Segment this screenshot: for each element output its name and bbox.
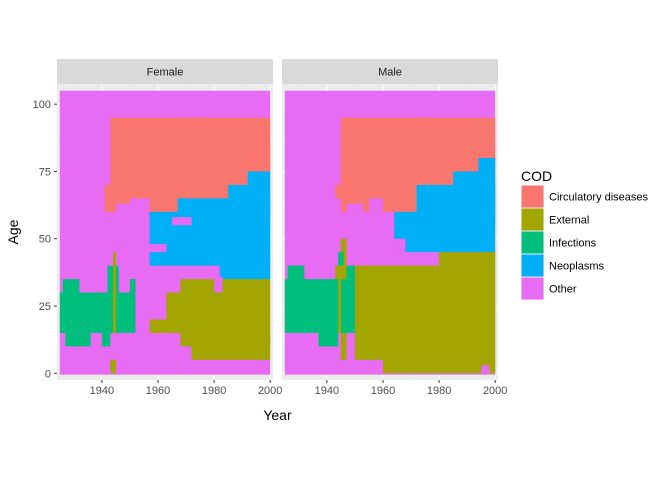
tile-region-neo <box>219 252 271 280</box>
x-tick-label: 1940 <box>90 385 114 397</box>
tile-region-ext <box>113 252 116 333</box>
tile-region-oth <box>368 198 383 212</box>
axes: 1940 1960 1980 2000 1940 1960 1980 2000 0 25 50 75 1… <box>5 99 507 423</box>
facet-strip <box>57 59 273 84</box>
tile-region-inf <box>101 332 111 347</box>
tile-region-oth <box>394 238 406 253</box>
x-tick-label: 2000 <box>258 385 282 397</box>
legend-label: External <box>549 215 589 227</box>
legend-title: COD <box>521 168 552 184</box>
tile-region-neo <box>247 171 271 185</box>
tile-region-oth <box>129 198 150 212</box>
tile-region-oth <box>172 217 192 226</box>
tile-region-oth <box>346 203 364 226</box>
tile-region-circ <box>335 184 344 199</box>
x-tick-label: 2000 <box>483 385 507 397</box>
legend-item-oth: Other <box>521 277 577 300</box>
tile-region-oth <box>149 244 167 253</box>
panel-female: Female <box>57 59 273 380</box>
tile-region-circ <box>413 117 434 132</box>
legend-item-ext: External <box>521 208 589 231</box>
tile-region-inf <box>338 252 344 266</box>
tile-region-ext <box>338 265 341 333</box>
tile-region-ext <box>382 359 496 374</box>
tile-region-inf <box>129 279 136 293</box>
y-tick-label: 75 <box>39 166 51 178</box>
tile-region-inf <box>284 279 355 333</box>
legend-label: Circulatory diseases <box>549 192 649 204</box>
y-tick-label: 100 <box>33 99 51 111</box>
x-tick-label: 1940 <box>315 385 339 397</box>
tile-region-circ <box>180 117 206 132</box>
tile-region-ext <box>110 359 116 374</box>
y-tick-label: 50 <box>39 234 51 246</box>
legend: COD Circulatory diseases External Infection… <box>521 168 649 300</box>
y-axis-title: Age <box>5 219 21 244</box>
legend-swatch <box>521 208 544 231</box>
tile-region-ext <box>236 332 271 347</box>
panels: Female Male <box>57 59 498 380</box>
tile-region-circ <box>143 131 164 145</box>
y-tick-label: 0 <box>45 368 51 380</box>
legend-label: Infections <box>549 238 597 250</box>
legend-label: Neoplasms <box>549 261 605 273</box>
x-tick-label: 1980 <box>427 385 451 397</box>
tile-region-ext <box>439 252 496 266</box>
tile-region-ext <box>489 252 496 374</box>
legend-swatch <box>521 254 544 277</box>
tile-region-inf <box>59 292 136 333</box>
legend-swatch <box>521 185 544 208</box>
tile-region-inf <box>346 265 355 280</box>
facet-strip-label: Male <box>378 67 402 79</box>
tile-region-inf <box>287 265 305 280</box>
tile-region-neo <box>478 158 496 172</box>
tile-region-circ <box>129 144 144 158</box>
tile-region-circ <box>104 184 116 212</box>
legend-item-neo: Neoplasms <box>521 254 605 277</box>
legend-item-circ: Circulatory diseases <box>521 185 649 208</box>
tile-region-circ <box>250 144 271 172</box>
tile-region-ext <box>354 265 496 360</box>
legend-label: Other <box>549 284 577 296</box>
legend-swatch <box>521 231 544 254</box>
y-tick-label: 25 <box>39 301 51 313</box>
legend-swatch <box>521 277 544 300</box>
x-tick-label: 1960 <box>146 385 170 397</box>
facet-strip-label: Female <box>147 67 184 79</box>
tile-region-neo <box>453 171 496 212</box>
x-tick-label: 1960 <box>371 385 395 397</box>
tile-region-inf <box>318 332 339 347</box>
facet-strip <box>282 59 498 84</box>
tile-region-inf <box>65 332 91 347</box>
tile-region-neo <box>228 184 271 212</box>
tile-region-circ <box>374 131 395 145</box>
x-tick-label: 1980 <box>202 385 226 397</box>
tile-region-circ <box>360 144 375 158</box>
tile-region-oth <box>481 365 490 374</box>
tile-region-inf <box>62 279 80 293</box>
x-axis-title: Year <box>263 407 292 423</box>
tile-region-ext <box>258 346 271 360</box>
legend-item-inf: Infections <box>521 231 597 254</box>
panel-male: Male <box>282 59 498 380</box>
tile-region-oth <box>214 276 223 293</box>
